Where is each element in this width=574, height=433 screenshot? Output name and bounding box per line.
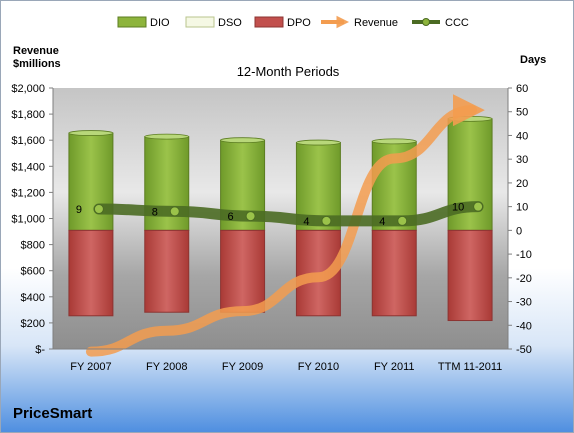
chart-title: 12-Month Periods xyxy=(237,64,340,79)
y-right-tick-label: -10 xyxy=(516,249,532,261)
y-left-tick-label: $1,000 xyxy=(11,214,45,226)
legend: DIO DSO DPO Revenue CCC xyxy=(117,15,469,29)
legend-label-revenue: Revenue xyxy=(354,17,398,29)
bar-dpo xyxy=(220,229,266,313)
x-tick-label: FY 2009 xyxy=(222,361,263,373)
ccc-line xyxy=(93,201,484,227)
y-left-label-line1: Revenue xyxy=(13,45,59,57)
ccc-point xyxy=(245,211,256,222)
y-right-axis: -50 -40 -30 -20 -10 0 10 20 30 40 50 60 xyxy=(507,83,532,356)
x-tick-label: TTM 11-2011 xyxy=(438,361,502,373)
bar-dpo xyxy=(447,229,493,322)
y-left-tick-label: $1,600 xyxy=(11,135,45,147)
y-left-tick-label: $600 xyxy=(21,266,45,278)
x-tick-label: FY 2007 xyxy=(70,361,111,373)
company-name: PriceSmart xyxy=(13,405,93,422)
legend-marker-ccc xyxy=(422,18,430,26)
bar-dio-cap xyxy=(296,139,341,146)
bar-series xyxy=(68,115,493,322)
bar-dpo xyxy=(371,229,417,317)
y-left-label-line2: $millions xyxy=(13,58,61,70)
y-right-tick-label: 10 xyxy=(516,202,528,214)
y-left-tick-label: $200 xyxy=(21,318,45,330)
y-left-tick-label: $1,200 xyxy=(11,187,45,199)
legend-swatch-dso xyxy=(185,16,215,28)
ccc-data-label: 8 xyxy=(152,206,158,218)
legend-swatch-dio xyxy=(117,16,147,28)
y-left-tick-label: $400 xyxy=(21,292,45,304)
y-left-tick-label: $- xyxy=(35,344,45,356)
ccc-series: 9 8 6 4 4 10 xyxy=(76,201,484,228)
y-right-tick-label: 40 xyxy=(516,130,528,142)
legend-label-dio: DIO xyxy=(150,17,170,29)
ccc-point xyxy=(321,215,332,226)
y-right-tick-label: -20 xyxy=(516,273,532,285)
ccc-point xyxy=(169,206,180,217)
x-tick-label: FY 2008 xyxy=(146,361,187,373)
y-right-tick-label: 30 xyxy=(516,154,528,166)
bar-dio-cap xyxy=(371,138,417,145)
y-right-tick-label: 60 xyxy=(516,83,528,95)
y-right-tick-label: -40 xyxy=(516,320,532,332)
y-right-tick-label: 50 xyxy=(516,107,528,119)
y-left-tick-label: $800 xyxy=(21,240,45,252)
y-left-tick-label: $1,400 xyxy=(11,161,45,173)
y-right-tick-label: -30 xyxy=(516,297,532,309)
y-right-label: Days xyxy=(520,54,546,66)
revenue-line xyxy=(85,94,485,357)
bar-dio-cap xyxy=(144,133,190,140)
bar-dio-cap xyxy=(220,137,265,144)
x-tick-label: FY 2011 xyxy=(374,361,415,373)
ccc-data-label: 4 xyxy=(303,216,309,228)
ccc-point xyxy=(93,204,104,215)
legend-label-dpo: DPO xyxy=(287,17,311,29)
y-right-tick-label: 0 xyxy=(516,225,522,237)
legend-label-ccc: CCC xyxy=(445,17,469,29)
y-right-tick-label: -50 xyxy=(516,344,532,356)
y-right-tick-label: 20 xyxy=(516,178,528,190)
y-left-tick-label: $1,800 xyxy=(11,109,45,121)
revenue-series xyxy=(85,94,485,357)
ccc-data-label: 4 xyxy=(379,216,385,228)
x-axis: FY 2007 FY 2008 FY 2009 FY 2010 FY 2011 TTM 1… xyxy=(53,348,508,373)
legend-swatch-dpo xyxy=(254,16,284,28)
ccc-data-label: 9 xyxy=(76,204,82,216)
x-tick-label: FY 2010 xyxy=(298,361,339,373)
bar-dio-cap xyxy=(68,130,114,136)
bar-dpo xyxy=(68,229,114,317)
y-left-tick-label: $2,000 xyxy=(11,83,45,95)
ccc-point xyxy=(473,201,484,212)
y-left-axis: $- $200 $400 $600 $800 $1,000 $1,200 $1,400 $1,6… xyxy=(11,83,54,356)
ccc-data-label: 6 xyxy=(228,211,234,223)
ccc-data-label: 10 xyxy=(452,202,464,214)
legend-label-dso: DSO xyxy=(218,17,242,29)
bar-dpo xyxy=(144,229,190,313)
ccc-point xyxy=(397,215,408,226)
